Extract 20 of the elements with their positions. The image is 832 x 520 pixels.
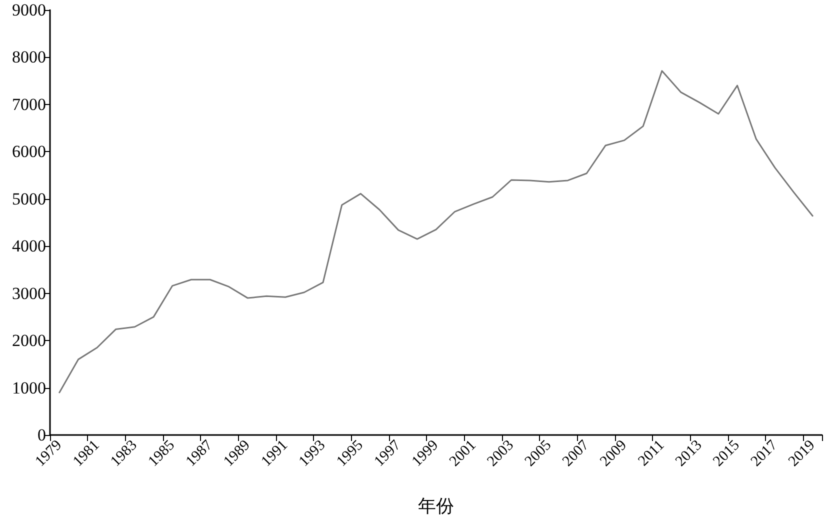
y-tick-label: 6000 (12, 142, 46, 162)
y-tick-label: 4000 (12, 236, 46, 256)
y-tick-label: 0 (38, 426, 46, 444)
x-tick-label: 1999 (409, 437, 442, 470)
x-tick-label: 1981 (70, 437, 103, 470)
y-tick-label: 9000 (12, 0, 46, 20)
x-tick-label: 2001 (446, 437, 480, 470)
line-series (58, 70, 814, 394)
x-tick-label: 1989 (220, 437, 254, 470)
y-tick-label: 5000 (12, 189, 46, 208)
x-tick-label: 1993 (296, 437, 329, 470)
y-tick-label: 3000 (12, 284, 46, 303)
y-tick-label: 8000 (12, 48, 46, 67)
x-tick-label: 1991 (258, 437, 292, 470)
y-tick-label: 1000 (12, 378, 46, 398)
x-tick-label: 1983 (108, 437, 140, 470)
x-axis-title: 年份 (418, 496, 454, 516)
y-tick-label: 2000 (12, 331, 46, 350)
x-tick-label: 2011 (635, 437, 668, 470)
y-tick-label: 7000 (12, 94, 46, 114)
